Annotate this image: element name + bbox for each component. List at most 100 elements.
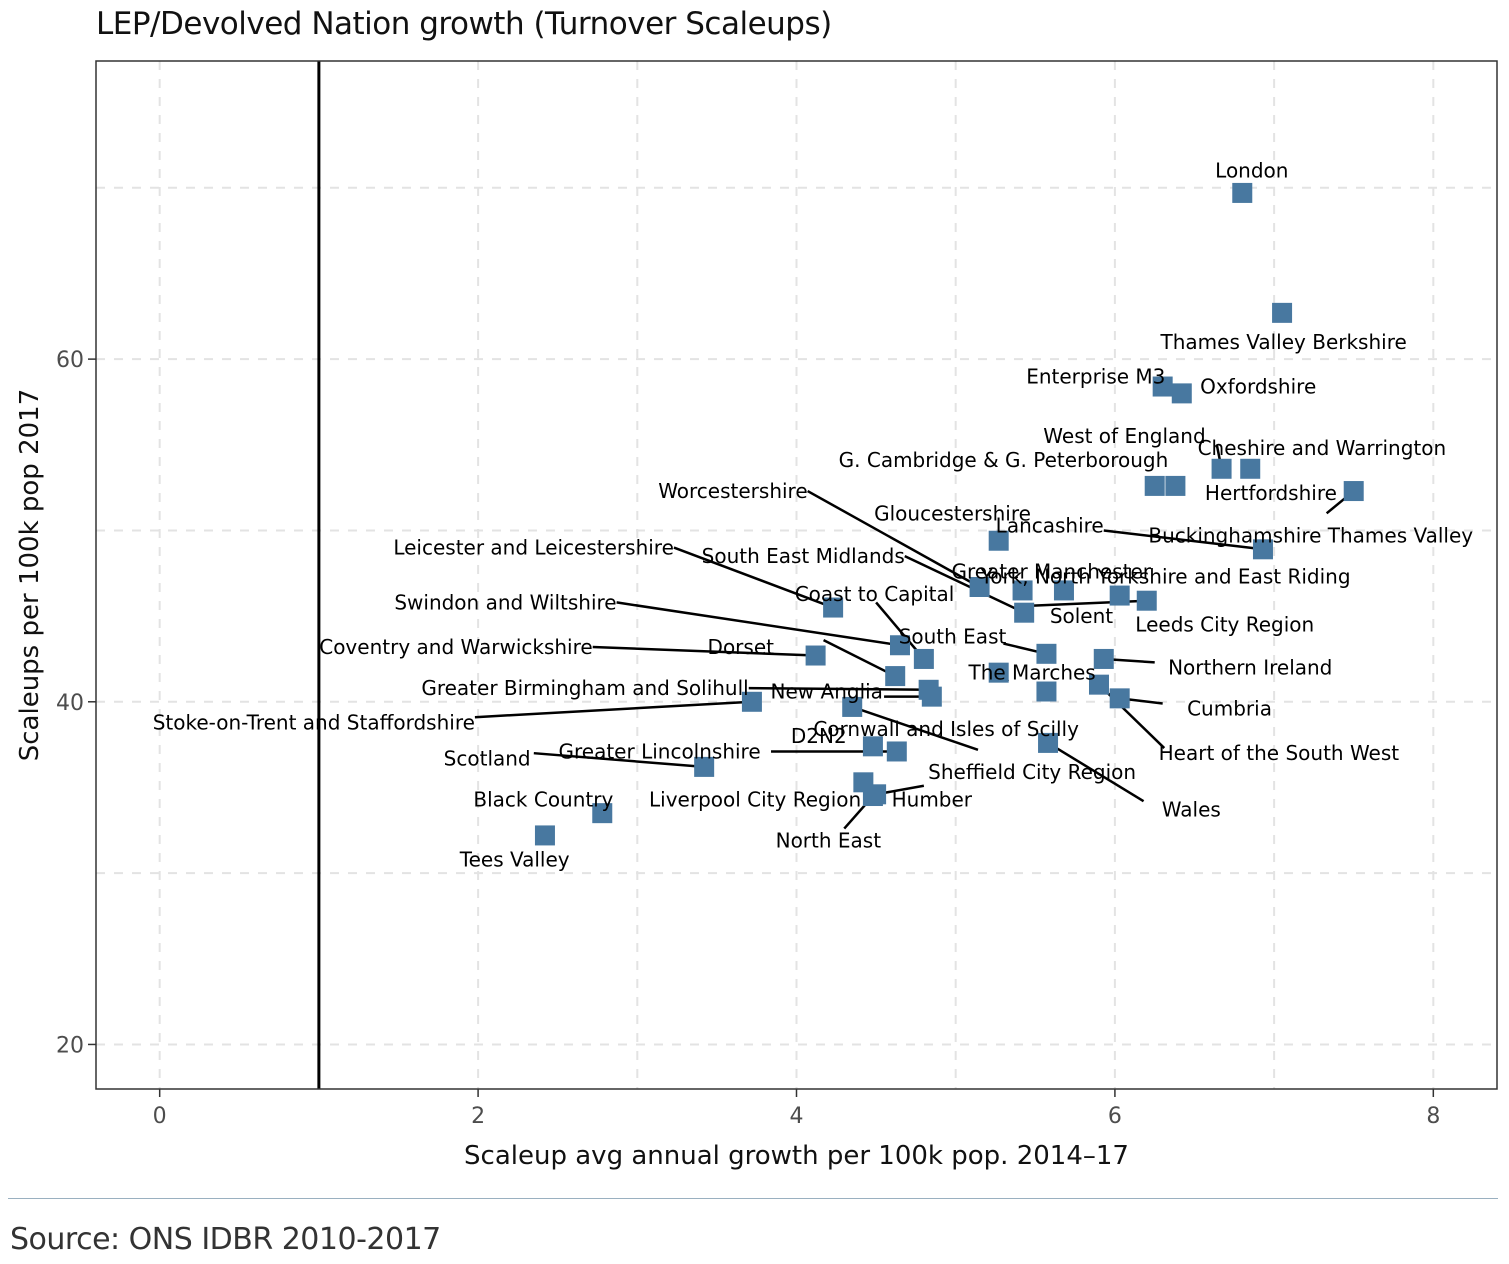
data-label: Greater Lincolnshire [559, 739, 761, 763]
data-label: Northern Ireland [1168, 656, 1332, 680]
data-point [1211, 458, 1232, 479]
data-label: Buckinghamshire Thames Valley [1148, 524, 1473, 548]
data-point [1109, 585, 1130, 606]
data-label: Solent [1050, 604, 1113, 628]
data-point [1093, 648, 1114, 669]
data-point [1014, 602, 1035, 623]
data-label: West of England [1043, 424, 1205, 448]
data-point [913, 648, 934, 669]
data-label: Thames Valley Berkshire [1160, 330, 1407, 354]
data-label: Worcestershire [658, 479, 807, 503]
data-point [842, 696, 863, 717]
data-point [1038, 732, 1059, 753]
label-leader-line [616, 601, 901, 647]
data-point [1240, 458, 1261, 479]
data-label: Sheffield City Region [928, 760, 1136, 784]
data-point [886, 741, 907, 762]
data-point [1088, 674, 1109, 695]
data-point [1165, 475, 1186, 496]
chart-title: LEP/Devolved Nation growth (Turnover Sca… [96, 6, 832, 42]
x-tick-label: 2 [471, 1104, 485, 1129]
data-point [1171, 383, 1192, 404]
x-tick-label: 4 [790, 1104, 804, 1129]
data-point [1152, 376, 1173, 397]
data-point [921, 686, 942, 707]
data-label: South East Midlands [702, 544, 905, 568]
data-point [805, 645, 826, 666]
data-point [1144, 475, 1165, 496]
label-leader-line [748, 686, 929, 692]
data-point [1343, 481, 1364, 502]
data-point [1109, 688, 1130, 709]
data-point [694, 756, 715, 777]
data-label: Enterprise M3 [1026, 364, 1165, 388]
data-label: Scotland [444, 746, 531, 770]
x-tick-label: 0 [153, 1104, 167, 1129]
data-label: The Marches [967, 661, 1095, 685]
data-label: Humber [892, 787, 973, 811]
data-label: Cheshire and Warrington [1198, 436, 1447, 460]
data-point [1036, 643, 1057, 664]
label-leader-line [673, 546, 834, 609]
data-label: D2N2 [791, 724, 847, 748]
data-point [823, 597, 844, 618]
data-point [889, 635, 910, 656]
data-label: Hertfordshire [1205, 481, 1337, 505]
data-label: Liverpool City Region [649, 787, 861, 811]
data-point [1012, 580, 1033, 601]
data-point [885, 666, 906, 687]
x-axis-title: Scaleup avg annual growth per 100k pop. … [464, 1141, 1129, 1171]
label-leader-line [1103, 529, 1264, 551]
data-label: Gloucestershire [874, 501, 1031, 525]
data-point [862, 736, 883, 757]
data-point [988, 662, 1009, 683]
data-label: Tees Valley [459, 847, 570, 871]
label-leader-line [533, 751, 705, 769]
data-label: New Anglia [771, 680, 883, 704]
y-axis-title: Scaleups per 100k pop 2017 [15, 389, 45, 762]
data-label: Heart of the South West [1159, 741, 1400, 765]
x-tick-label: 8 [1426, 1104, 1440, 1129]
data-label: North East [776, 829, 882, 853]
data-point [592, 803, 613, 824]
source-note: Source: ONS IDBR 2010-2017 [10, 1222, 441, 1257]
data-point [1232, 182, 1253, 203]
x-tick-label: 6 [1108, 1104, 1122, 1129]
data-label: Oxfordshire [1200, 375, 1316, 399]
data-label: Leeds City Region [1135, 613, 1314, 637]
data-label: Swindon and Wiltshire [394, 590, 616, 614]
data-label: G. Cambridge & G. Peterborough [839, 448, 1169, 472]
data-label: Cornwall and Isles of Scilly [813, 717, 1079, 741]
label-leader-line [851, 705, 979, 751]
data-point [1053, 580, 1074, 601]
data-point [741, 691, 762, 712]
data-point [1136, 590, 1157, 611]
data-label: York, North Yorkshire and East Riding [980, 565, 1351, 589]
data-label: Cumbria [1187, 697, 1272, 721]
y-tick-label: 40 [56, 691, 84, 716]
data-label: Coventry and Warwickshire [319, 635, 592, 659]
data-point [969, 576, 990, 597]
source-divider [8, 1198, 1498, 1199]
data-point [534, 825, 555, 846]
label-leader-line [823, 638, 896, 678]
label-leader-line [474, 700, 752, 719]
data-label: Wales [1162, 798, 1221, 822]
y-tick-label: 60 [56, 348, 84, 373]
label-leader-line [592, 645, 816, 657]
data-point [862, 786, 883, 807]
data-label: Leicester and Leicestershire [393, 536, 674, 560]
label-leader-line [1047, 741, 1145, 803]
data-label: Dorset [708, 635, 775, 659]
data-label: Stoke-on-Trent and Staffordshire [153, 710, 475, 734]
data-label: Black Country [473, 787, 613, 811]
data-point [1272, 302, 1293, 323]
data-label: London [1215, 159, 1288, 183]
label-leader-line [904, 555, 1025, 614]
data-point [1036, 681, 1057, 702]
data-label: South East [899, 625, 1007, 649]
data-label: Greater Manchester [951, 560, 1151, 584]
label-leader-line [807, 489, 981, 589]
data-label: Greater Birmingham and Solihull [421, 676, 748, 700]
